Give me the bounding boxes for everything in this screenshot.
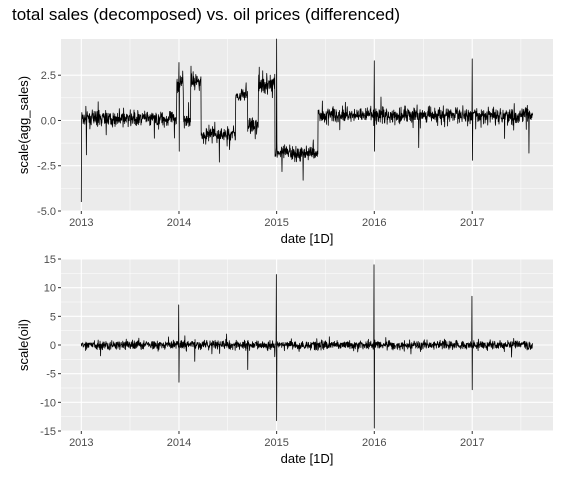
chart-panel-1: -5.0 -2.5 0.0 2.5 2013 2014 2015 2016 2017 date […: [16, 38, 553, 246]
x-tick-label: 2013: [69, 217, 93, 229]
x-tick-label: 2014: [167, 437, 191, 449]
y-axis-title: scale(agg_sales): [16, 76, 31, 174]
x-tick-label: 2017: [460, 437, 484, 449]
series-line: [80, 264, 533, 429]
y-axis-title: scale(oil): [16, 319, 31, 371]
y-tick-label: -10: [40, 397, 56, 409]
series-line: [80, 38, 534, 202]
y-tick-label: -5.0: [37, 206, 56, 218]
y-tick-label: 0.0: [41, 115, 56, 127]
y-tick-label: -15: [40, 426, 56, 438]
y-tick-label: 2.5: [41, 70, 56, 82]
plot-panel: [61, 39, 553, 211]
x-tick-label: 2017: [460, 217, 484, 229]
x-tick-label: 2016: [362, 217, 386, 229]
y-tick-label: 5: [50, 311, 56, 323]
x-tick-label: 2016: [362, 437, 386, 449]
y-tick-label: -2.5: [37, 161, 56, 173]
y-tick-label: 0: [50, 340, 56, 352]
x-axis-title: date [1D]: [281, 231, 334, 246]
y-tick-label: 10: [44, 283, 56, 295]
y-tick-label: 15: [44, 254, 56, 266]
y-tick-label: -5: [46, 369, 56, 381]
x-tick-label: 2015: [264, 437, 288, 449]
chart-panel-2: -15 -10 -5 0 5 10 15 2013 2014 2015 2016 2017 date […: [16, 254, 553, 466]
x-axis-title: date [1D]: [281, 451, 334, 466]
x-tick-label: 2013: [69, 437, 93, 449]
x-tick-label: 2014: [167, 217, 191, 229]
chart-title: total sales (decomposed) vs. oil prices …: [12, 5, 401, 24]
x-tick-label: 2015: [264, 217, 288, 229]
